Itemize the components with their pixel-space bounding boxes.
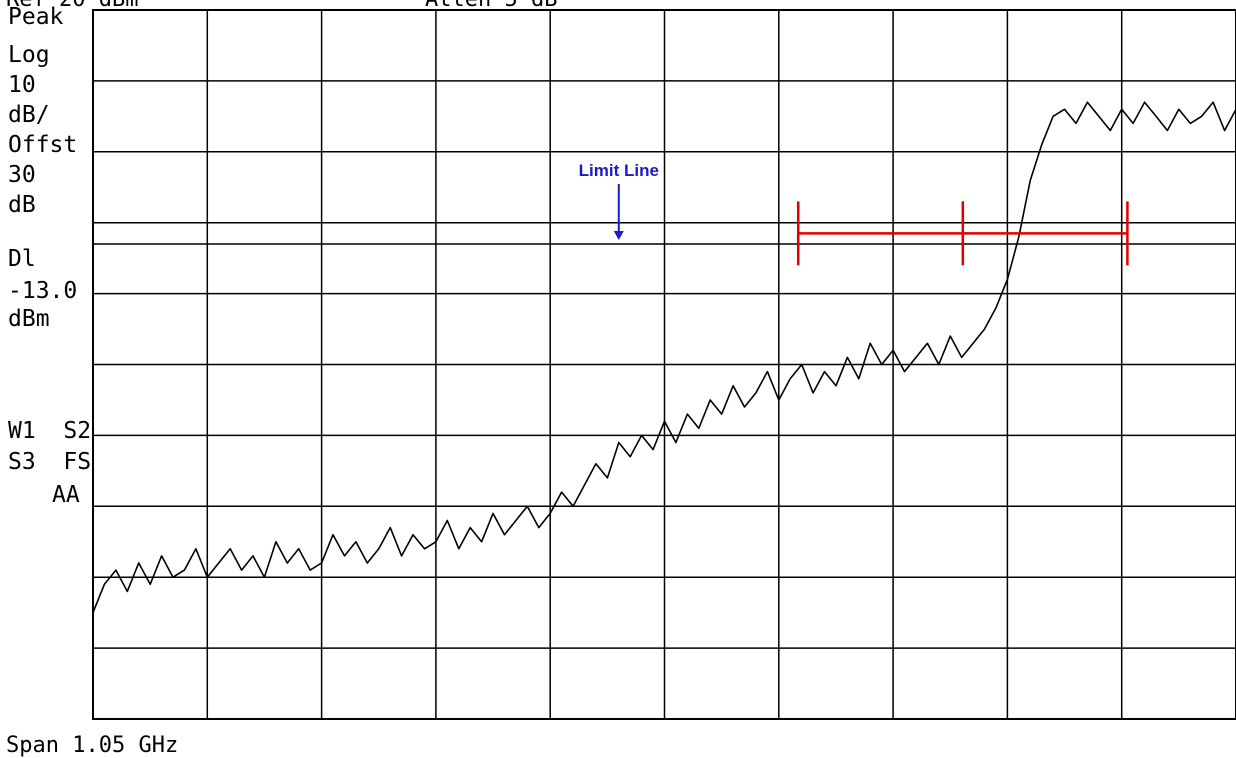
attenuation-readout: Atten 5 dB [425,0,557,11]
detector-label: Peak [8,4,64,30]
ref-level-readout: Ref 20 dBm [6,0,138,11]
limit-line-label: Limit Line [579,161,659,180]
offset-unit-label: dB [8,192,36,218]
display-line-value: -13.0 [8,278,78,304]
display-line-unit: dBm [8,306,50,332]
scale-type-label: Log [8,42,50,68]
spectrum-trace [92,101,1236,613]
offset-label: Offst [8,132,78,158]
trace-mode-line-2: S3 FS [8,449,92,475]
arrow-down-icon [613,230,624,240]
display-line-label: Dl [8,246,36,272]
scale-unit-label: dB/ [8,102,50,128]
limit-line-annotation: Limit Line [579,161,659,240]
trace-mode-line-1: W1 S2 [8,418,92,444]
scale-value-label: 10 [8,72,36,98]
trace-mode-line-3: AA [52,482,80,508]
graticule [92,9,1236,720]
offset-value-label: 30 [8,162,36,188]
bandwidth-marker [796,201,1129,266]
